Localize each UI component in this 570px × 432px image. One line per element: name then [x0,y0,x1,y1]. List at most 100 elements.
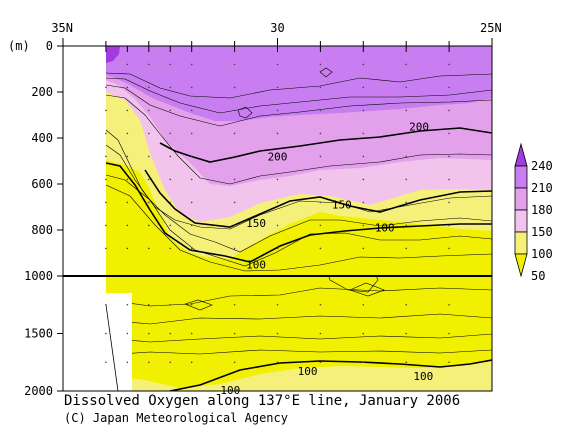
sample-dot [362,361,365,364]
colorbar-legend: 240 210 180 150 100 50 [514,142,553,283]
sample-dot [233,247,236,250]
sample-dot [190,132,193,135]
sample-dot [276,303,279,306]
sample-dot [233,224,236,227]
sample-dot [169,155,172,158]
y-tick-label: 2000 [24,384,53,398]
sample-dot [362,178,365,181]
sample-dot [448,303,450,306]
sample-dot [405,178,408,181]
sample-dot [362,109,365,112]
sample-dot [126,224,129,227]
sample-dot [105,303,107,306]
sample-dot [190,155,193,158]
contour-label: 150 [332,199,352,212]
contour-label: 100 [375,222,395,235]
sample-dot [190,86,193,89]
sample-dot [190,178,193,181]
sample-dot [362,86,365,89]
sample-dot [126,178,129,181]
y-tick-label: 0 [46,39,53,53]
upper-panel [63,46,492,276]
sample-dot [148,201,150,204]
colorbar-label: 180 [531,203,553,217]
sample-dot [491,109,493,112]
colorbar-label: 240 [531,159,553,173]
sample-dot [405,155,408,158]
contour-label: 100 [220,384,240,397]
sample-dot [105,155,107,158]
sample-dot [319,247,322,250]
sample-dot [233,63,236,66]
x-axis-ticks: 35N 30 25N [51,21,502,46]
copyright-credit: (C) Japan Meteorological Agency [64,411,288,425]
sample-dot [148,361,150,364]
sample-dot [319,178,322,181]
sample-dot [233,132,236,135]
sample-dot [491,303,493,306]
sample-dot [319,109,322,112]
sample-dot [362,132,365,135]
sample-dot [148,247,150,250]
sample-dot [126,155,129,158]
contour-100-deep-line [169,359,492,391]
sample-dot [276,247,279,250]
sample-dot [233,332,236,335]
sample-dot [362,63,365,66]
sample-dot [126,109,129,112]
sample-dot [276,155,279,158]
sample-dot [105,224,107,227]
sample-dot [491,224,493,227]
contour-label: 200 [409,121,429,134]
sample-dot [190,303,193,306]
y-tick-label: 600 [31,177,53,191]
sample-dot [276,109,279,112]
y-tick-label: 1500 [24,327,53,341]
sample-dot [448,155,450,158]
sample-dot [319,361,322,364]
sample-dot [405,201,408,204]
sample-dot [448,332,450,335]
sample-dot [169,178,172,181]
sample-dot [491,332,493,335]
sample-dot [105,332,107,335]
sample-dot [190,361,193,364]
contour-150-line [144,169,492,228]
sample-dot [405,361,408,364]
sample-dot [491,63,493,66]
sample-dot [169,303,172,306]
sample-dot [190,247,193,250]
sample-dot [448,109,450,112]
sample-dot [233,201,236,204]
sample-dot [148,132,150,135]
sample-dot [405,332,408,335]
sample-dot [190,63,193,66]
sample-dot [105,178,107,181]
sample-dot [319,303,322,306]
colorbar-swatch [514,187,528,211]
sample-dot [233,361,236,364]
sample-dot [233,155,236,158]
sample-dot [190,224,193,227]
sample-dot [448,132,450,135]
do-band-100-150-deep [106,361,492,391]
sample-dot [105,201,107,204]
sample-dot [405,63,408,66]
contour-label: 100 [298,365,318,378]
sample-dot [169,361,172,364]
y-tick-label: 400 [31,131,53,145]
sample-dot [190,109,193,112]
sample-dot [491,178,493,181]
sample-dot [169,332,172,335]
contour-100-line [105,162,492,263]
sample-dot [276,201,279,204]
sample-dot [105,86,107,89]
colorbar-label: 50 [531,269,545,283]
sample-dot [148,224,150,227]
sample-dot [276,63,279,66]
contour-label: 200 [268,150,288,163]
contour-label: 100 [413,370,433,383]
sample-dot [126,332,129,335]
sample-dot [190,201,193,204]
chart-caption: Dissolved Oxygen along 137°E line, Janua… [64,393,461,409]
